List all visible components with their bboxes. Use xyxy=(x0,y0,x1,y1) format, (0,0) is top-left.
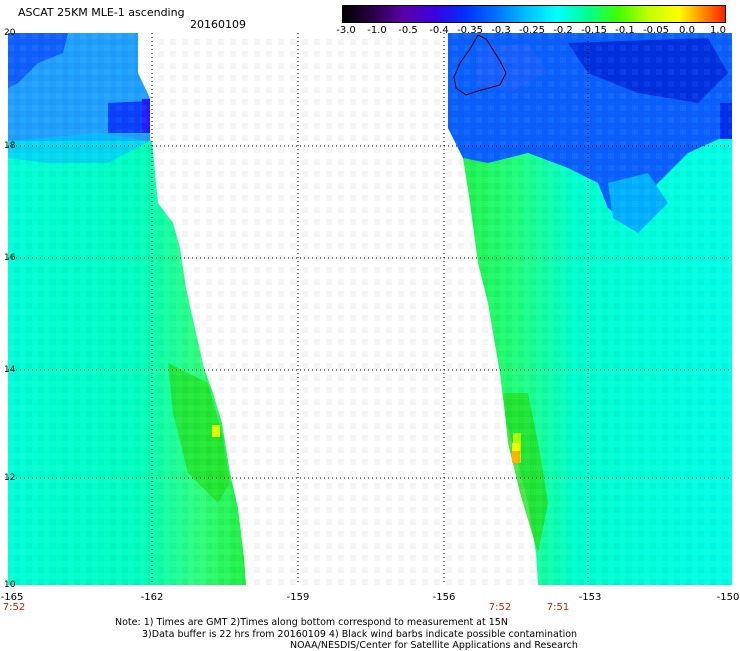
island-outline xyxy=(453,34,507,96)
pass-time: 7:52 xyxy=(2,602,26,613)
graticule xyxy=(8,33,732,585)
cbar-tick-label: -0.35 xyxy=(457,25,483,36)
product-title: ASCAT 25KM MLE-1 ascending xyxy=(18,6,185,19)
footer-note-2: 3)Data buffer is 22 hrs from 20160109 4)… xyxy=(142,629,578,640)
cbar-tick-label: -0.3 xyxy=(491,25,511,36)
pass-time: 7:52 xyxy=(488,602,512,613)
lat-label: 16 xyxy=(4,253,16,263)
lon-label: -150 xyxy=(716,592,740,603)
lat-label: 14 xyxy=(4,365,16,375)
lat-label: 18 xyxy=(4,141,16,151)
cbar-tick-label: 1.0 xyxy=(710,25,726,36)
pass-time: 7:51 xyxy=(546,602,570,613)
cbar-tick-label: -0.15 xyxy=(581,25,607,36)
lon-label: -153 xyxy=(578,592,602,603)
color-scale-labels: -3.0 -1.0 -0.5 -0.4 -0.35 -0.3 -0.25 -0.… xyxy=(320,25,740,39)
cbar-tick-label: -0.25 xyxy=(519,25,545,36)
cbar-tick-label: -0.4 xyxy=(429,25,449,36)
lon-label: -165 xyxy=(0,592,24,603)
cbar-tick-label: -0.1 xyxy=(615,25,635,36)
cbar-tick-label: -0.05 xyxy=(643,25,669,36)
wind-field-map xyxy=(8,33,732,585)
lat-label: 12 xyxy=(4,473,16,483)
product-date: 20160109 xyxy=(190,18,246,31)
lon-label: -159 xyxy=(286,592,310,603)
cbar-tick-label: -3.0 xyxy=(336,25,356,36)
lon-label: -156 xyxy=(432,592,456,603)
lat-label: 10 xyxy=(4,580,16,590)
cbar-tick-label: -0.2 xyxy=(553,25,573,36)
color-scale-bar xyxy=(342,5,726,23)
lat-label: 20 xyxy=(4,28,16,38)
cbar-tick-label: -0.5 xyxy=(398,25,418,36)
footer-credit: NOAA/NESDIS/Center for Satellite Applica… xyxy=(290,640,578,651)
footer-note-1: Note: 1) Times are GMT 2)Times along bot… xyxy=(115,617,508,628)
cbar-tick-label: -1.0 xyxy=(367,25,387,36)
lon-label: -162 xyxy=(140,592,164,603)
cbar-tick-label: 0.0 xyxy=(679,25,695,36)
